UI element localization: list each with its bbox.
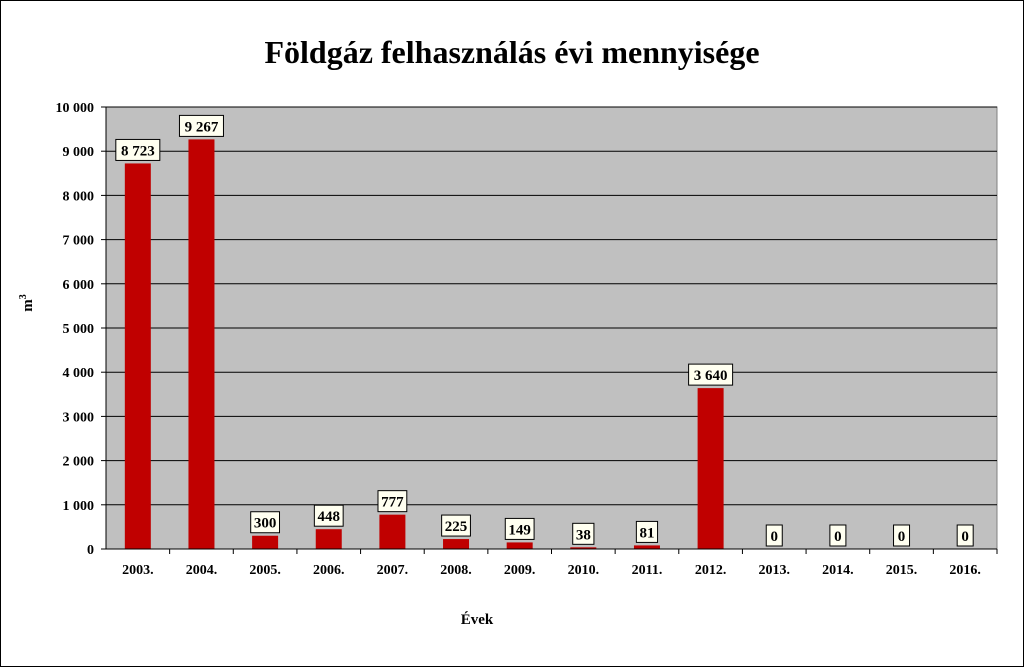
x-tick-label: 2012. — [695, 563, 727, 578]
x-tick-label: 2005. — [249, 563, 281, 578]
x-tick-label: 2006. — [313, 563, 345, 578]
data-label: 38 — [576, 527, 591, 543]
chart-title: Földgáz felhasználás évi mennyisége — [264, 34, 760, 70]
data-label: 0 — [961, 529, 969, 545]
y-tick-label: 0 — [87, 543, 94, 558]
data-label-box — [688, 363, 734, 386]
y-tick-label: 5 000 — [63, 322, 95, 337]
data-labels: 8 723 9 267 300 448 777 225 149 38 81 3 640 0 0 0 0 — [115, 114, 974, 547]
bar — [315, 529, 342, 549]
data-label: 149 — [508, 522, 531, 538]
x-axis-title: Évek — [461, 611, 494, 628]
y-tick-label: 3 000 — [63, 410, 95, 425]
x-tick-label: 2015. — [886, 563, 918, 578]
y-tick-label: 6 000 — [63, 278, 95, 293]
bar — [124, 163, 151, 549]
data-label-box — [115, 138, 161, 161]
data-label: 448 — [318, 509, 341, 525]
y-tick-label: 8 000 — [63, 189, 95, 204]
data-label: 0 — [898, 529, 906, 545]
data-label-box — [893, 524, 911, 547]
gridlines — [106, 106, 997, 506]
y-tick-label: 2 000 — [63, 455, 95, 470]
data-label-box — [765, 524, 783, 547]
y-tick-label: 4 000 — [63, 366, 95, 381]
y-tick-label: 10 000 — [56, 101, 95, 116]
x-tick-label: 2003. — [122, 563, 154, 578]
x-tick-label: 2009. — [504, 563, 536, 578]
data-label-box — [178, 114, 224, 137]
bar — [506, 542, 533, 549]
x-tick-label: 2016. — [949, 563, 981, 578]
y-tick-label: 1 000 — [63, 499, 95, 514]
x-tick-label: 2013. — [759, 563, 791, 578]
bar — [570, 547, 597, 549]
data-label: 0 — [771, 529, 779, 545]
data-label-box — [377, 490, 408, 513]
data-label: 81 — [639, 525, 654, 541]
data-label-box — [250, 511, 281, 534]
x-tick-label: 2011. — [632, 563, 663, 578]
x-tick-label: 2010. — [568, 563, 600, 578]
y-axis-title-superscript: 3 — [18, 294, 29, 299]
y-tick-label: 9 000 — [63, 145, 95, 160]
x-tick-labels: 2003. 2004. 2005. 2006. 2007. 2008. 2009. 2010.… — [122, 563, 981, 578]
axes — [101, 106, 998, 554]
data-label-box — [572, 522, 595, 545]
bar — [188, 139, 215, 549]
data-label-box — [441, 514, 471, 537]
data-label-box — [635, 520, 659, 543]
x-tick-label: 2004. — [186, 563, 218, 578]
data-label-box — [829, 524, 847, 547]
data-label: 3 640 — [694, 368, 728, 384]
data-label: 9 267 — [185, 119, 219, 135]
y-axis-title-unit: m — [20, 299, 36, 312]
y-tick-label: 7 000 — [63, 234, 95, 249]
x-tick-label: 2007. — [377, 563, 409, 578]
bar — [697, 388, 724, 549]
data-label: 777 — [381, 495, 404, 511]
bar — [443, 539, 470, 549]
y-tick-labels: 0 1 000 2 000 3 000 4 000 5 000 6 000 7 000 8 00… — [56, 101, 95, 558]
y-axis-title: m3 — [18, 294, 36, 312]
data-label-box — [504, 517, 535, 540]
x-tick-label: 2008. — [440, 563, 472, 578]
data-label-box — [956, 524, 974, 547]
data-label-box — [313, 504, 344, 527]
bar — [379, 514, 406, 549]
data-label: 8 723 — [121, 143, 155, 159]
bars — [124, 139, 724, 549]
data-label: 300 — [254, 516, 277, 532]
bar — [252, 535, 279, 549]
bar — [633, 545, 660, 549]
x-tick-label: 2014. — [822, 563, 854, 578]
data-label: 225 — [445, 519, 468, 535]
data-label: 0 — [834, 529, 842, 545]
